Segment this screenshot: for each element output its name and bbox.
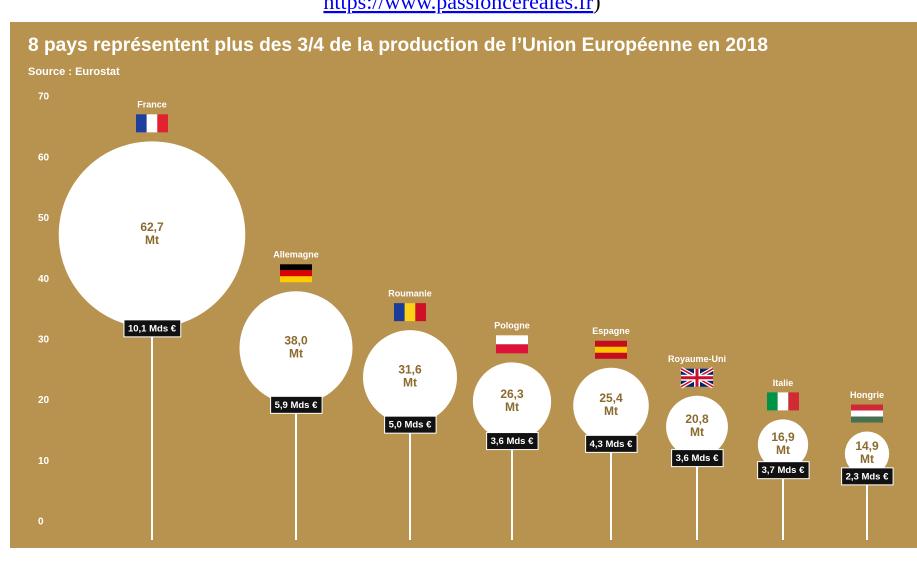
revenue-box [757,461,810,480]
revenue-label: 5,9 Mds € [275,400,318,411]
revenue-box [585,434,638,453]
y-tick-label: 30 [38,334,50,345]
value-label: 25,4 Mt [599,391,623,418]
value-label-part: Mt [690,425,704,439]
y-tick-label: 10 [38,456,50,467]
flag [777,392,789,411]
revenue-box [270,395,323,414]
flag [157,114,168,133]
bubble [844,431,890,476]
value-label-part: Mt [776,443,790,457]
country-label: Italie [773,378,794,388]
country-label: Hongrie [850,390,884,400]
flag [280,264,312,271]
revenue-label: 5,0 Mds € [389,420,432,431]
value-label-part: 16,9 [771,430,795,444]
revenue-box [123,319,182,338]
source-link-line: https://www.passioncereales.fr) [323,0,600,14]
value-label: 26,3 Mt [500,387,524,414]
revenue-box [841,467,894,486]
value-label-part: 20,8 [685,412,709,426]
flag [404,303,416,322]
value-label-part: 31,6 [398,363,422,377]
country-label: Pologne [494,321,530,331]
y-tick-label: 40 [38,274,50,285]
y-tick-label: 70 [38,92,50,103]
flag [595,352,627,359]
value-label: 38,0 Mt [284,333,308,360]
bubble [362,330,458,425]
flag [681,368,713,387]
revenue-label: 2,3 Mds € [846,471,889,482]
flag [280,270,312,277]
value-label: 62,7 Mt [140,220,164,247]
country-label: Espagne [592,326,630,336]
bubble [239,291,353,405]
country-label: Royaume-Uni [668,354,726,364]
value-label-part: Mt [145,233,159,247]
revenue-box [384,415,437,434]
y-tick-label: 20 [38,395,50,406]
flag [788,392,799,411]
bubble [58,141,246,328]
value-label-part: 25,4 [599,391,623,405]
y-tick-label: 50 [38,213,50,224]
flag [767,392,778,411]
chart-title: 8 pays représentent plus des 3/4 de la p… [28,35,768,56]
value-label-part: 14,9 [855,439,879,453]
chart-subtitle: Source : Eurostat [28,66,120,78]
flag [851,416,883,423]
flag [136,114,147,133]
flag [415,303,426,322]
bubble [472,362,552,441]
flag [146,114,158,133]
link-suffix: ) [593,0,600,14]
flag [595,346,627,353]
flag [280,276,312,283]
source-link[interactable]: https://www.passioncereales.fr [323,0,594,14]
revenue-box [671,449,724,468]
revenue-label: 3,6 Mds € [676,453,719,464]
flag [851,410,883,417]
y-tick-label: 0 [38,517,44,528]
value-label-part: 62,7 [140,220,164,234]
country-label: Roumanie [388,289,432,299]
value-label-part: Mt [860,452,874,466]
bubble [666,395,728,458]
value-label-part: Mt [403,376,417,390]
value-label-part: Mt [505,400,519,414]
country-label: France [137,100,167,110]
value-label: 20,8 Mt [685,412,709,439]
revenue-label: 4,3 Mds € [590,439,633,450]
revenue-label: 3,6 Mds € [491,436,534,447]
revenue-box [486,432,539,451]
bubble [757,419,809,470]
flag [394,303,405,322]
flag [496,344,528,354]
y-tick-label: 60 [38,152,50,163]
value-label: 31,6 Mt [398,363,422,390]
revenue-label: 10,1 Mds € [128,323,177,334]
flag [851,404,883,411]
value-label-part: 26,3 [500,387,524,401]
country-label: Allemagne [273,250,319,260]
value-label-part: 38,0 [284,333,308,347]
flag [496,335,528,345]
value-label: 14,9 Mt [855,439,879,466]
value-label-part: Mt [604,404,618,418]
bubble [573,367,649,444]
value-label: 16,9 Mt [771,430,795,457]
flag [595,340,627,347]
revenue-label: 3,7 Mds € [762,465,805,476]
value-label-part: Mt [289,346,303,360]
